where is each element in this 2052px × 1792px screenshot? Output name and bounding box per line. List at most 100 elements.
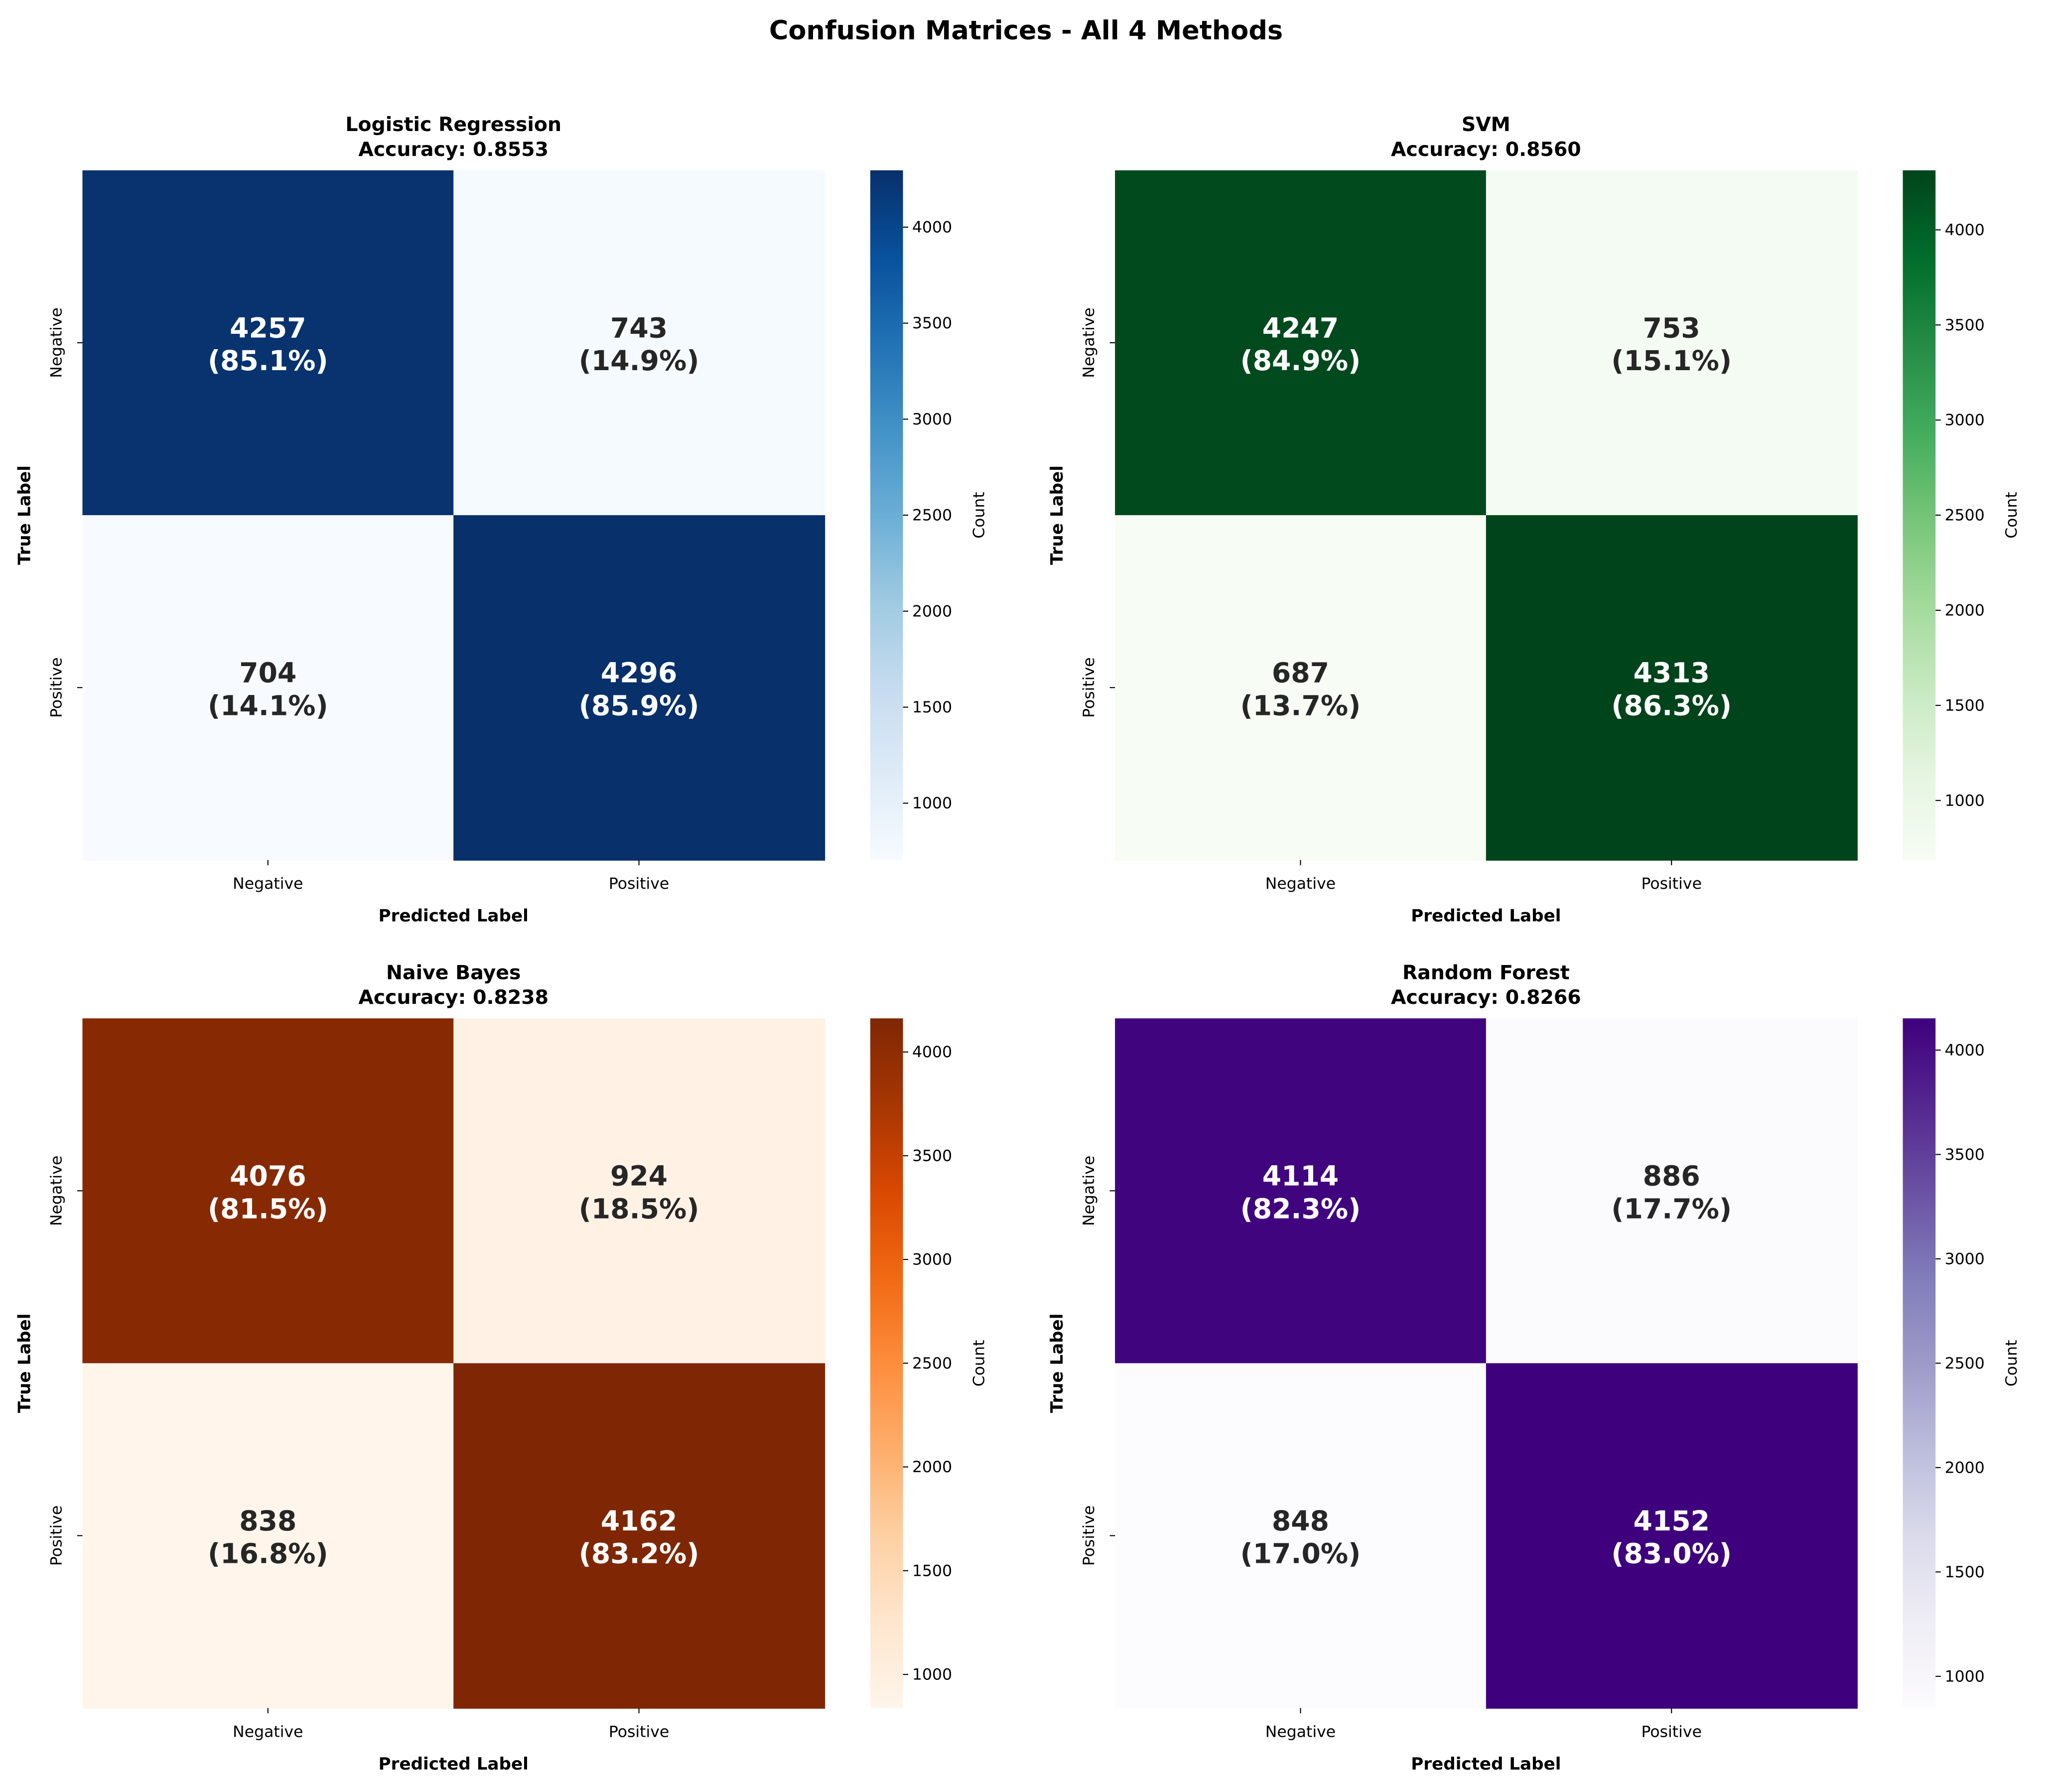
colorbar	[870, 170, 903, 860]
x-axis-label: Predicted Label	[379, 1754, 529, 1774]
colorbar-tick-label: 4000	[1945, 221, 1985, 239]
y-tick-label: Negative	[1080, 1155, 1098, 1226]
colorbar-tick-label: 2500	[1945, 1355, 1985, 1373]
colorbar-tick-label: 2500	[912, 507, 952, 525]
heatmap-cell	[1486, 515, 1858, 861]
cell-percent-label: (85.9%)	[579, 690, 699, 722]
figure-title: Confusion Matrices - All 4 Methods	[769, 15, 1283, 46]
heatmap-cell	[1486, 1363, 1858, 1709]
cell-percent-label: (86.3%)	[1611, 690, 1732, 722]
colorbar-tick-label: 1500	[912, 698, 952, 716]
cell-percent-label: (85.1%)	[208, 345, 328, 377]
y-tick-label: Positive	[1080, 657, 1098, 717]
cell-percent-label: (13.7%)	[1240, 690, 1361, 722]
panel-title: Logistic Regression	[345, 113, 561, 136]
colorbar-tick-label: 2500	[1945, 507, 1985, 525]
heatmap-cell	[1486, 1018, 1858, 1364]
colorbar-tick-label: 3000	[1945, 412, 1985, 429]
cell-percent-label: (14.1%)	[208, 690, 328, 722]
heatmap-cell	[82, 1018, 454, 1364]
cell-percent-label: (83.0%)	[1611, 1538, 1732, 1570]
cell-count-label: 753	[1643, 312, 1700, 344]
y-tick-label: Negative	[47, 307, 65, 378]
y-axis-label: True Label	[1047, 465, 1067, 565]
heatmap-cell	[1115, 170, 1487, 516]
colorbar-tick-label: 1000	[912, 795, 952, 813]
colorbar-tick-label: 4000	[912, 218, 952, 236]
cell-count-label: 4247	[1262, 312, 1339, 344]
cell-count-label: 4152	[1633, 1506, 1710, 1537]
x-tick-label: Negative	[233, 1723, 303, 1741]
x-axis-label: Predicted Label	[1411, 906, 1561, 926]
colorbar-tick-label: 1500	[1945, 696, 1985, 714]
heatmap-cell	[1115, 515, 1487, 861]
colorbar-label: Count	[2003, 492, 2021, 539]
y-tick-label: Positive	[47, 657, 65, 717]
y-tick-label: Positive	[47, 1506, 65, 1566]
panel-title: Naive Bayes	[386, 961, 521, 984]
colorbar-tick-label: 2000	[912, 1458, 952, 1476]
colorbar-tick-label: 3500	[1945, 1146, 1985, 1164]
colorbar-tick-label: 1500	[912, 1562, 952, 1580]
cell-percent-label: (15.1%)	[1611, 345, 1732, 377]
colorbar-tick-label: 3500	[912, 1147, 952, 1165]
cell-percent-label: (16.8%)	[208, 1538, 328, 1570]
cell-percent-label: (14.9%)	[579, 345, 699, 377]
colorbar-tick-label: 1500	[1945, 1563, 1985, 1581]
panel-accuracy: Accuracy: 0.8266	[1391, 986, 1581, 1009]
cell-count-label: 4257	[230, 312, 306, 344]
cell-percent-label: (17.7%)	[1611, 1193, 1732, 1225]
panel-accuracy: Accuracy: 0.8553	[358, 138, 548, 161]
cell-count-label: 704	[239, 658, 296, 689]
colorbar-tick-label: 3000	[912, 1251, 952, 1269]
y-tick-label: Negative	[1080, 307, 1098, 378]
colorbar	[1903, 170, 1936, 860]
heatmap-cell	[1115, 1363, 1487, 1709]
cell-percent-label: (17.0%)	[1240, 1538, 1361, 1570]
heatmap-cell	[453, 1363, 825, 1709]
x-axis-label: Predicted Label	[1411, 1754, 1561, 1774]
colorbar-tick-label: 1000	[1945, 1667, 1985, 1685]
cell-count-label: 886	[1643, 1161, 1700, 1193]
heatmap-cell	[1115, 1018, 1487, 1364]
colorbar-tick-label: 3000	[1945, 1250, 1985, 1268]
cell-count-label: 4076	[230, 1161, 306, 1193]
x-tick-label: Positive	[1641, 1723, 1701, 1741]
y-axis-label: True Label	[14, 1313, 34, 1413]
heatmap-cell	[82, 1363, 454, 1709]
colorbar-tick-label: 3500	[912, 314, 952, 332]
x-axis-label: Predicted Label	[379, 906, 529, 926]
colorbar-tick-label: 2000	[1945, 1459, 1985, 1477]
cell-count-label: 924	[610, 1161, 668, 1193]
panel-title: SVM	[1462, 113, 1510, 136]
cell-percent-label: (18.5%)	[579, 1193, 699, 1225]
cell-percent-label: (82.3%)	[1240, 1193, 1361, 1225]
heatmap-cell	[82, 170, 454, 516]
cell-count-label: 4296	[601, 658, 678, 689]
colorbar-tick-label: 2000	[1945, 601, 1985, 619]
y-axis-label: True Label	[1047, 1313, 1067, 1413]
heatmap-cell	[453, 515, 825, 861]
heatmap-cell	[453, 170, 825, 516]
colorbar	[870, 1018, 903, 1708]
colorbar-tick-label: 4000	[1945, 1041, 1985, 1059]
panel-accuracy: Accuracy: 0.8238	[358, 986, 548, 1009]
panel-title: Random Forest	[1402, 961, 1570, 984]
x-tick-label: Negative	[1265, 875, 1336, 893]
colorbar	[1903, 1018, 1936, 1708]
colorbar-tick-label: 3500	[1945, 316, 1985, 334]
cell-count-label: 743	[610, 312, 668, 344]
x-tick-label: Negative	[1265, 1723, 1336, 1741]
cell-count-label: 687	[1272, 658, 1329, 689]
colorbar-tick-label: 1000	[1945, 792, 1985, 810]
cell-count-label: 848	[1272, 1506, 1329, 1537]
colorbar-tick-label: 3000	[912, 411, 952, 428]
colorbar-tick-label: 2000	[912, 602, 952, 620]
colorbar-label: Count	[970, 492, 988, 539]
heatmap-cell	[82, 515, 454, 861]
colorbar-label: Count	[2003, 1340, 2021, 1387]
